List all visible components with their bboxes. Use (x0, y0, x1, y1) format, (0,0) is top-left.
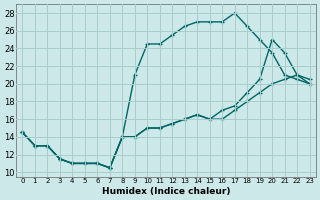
X-axis label: Humidex (Indice chaleur): Humidex (Indice chaleur) (102, 187, 230, 196)
